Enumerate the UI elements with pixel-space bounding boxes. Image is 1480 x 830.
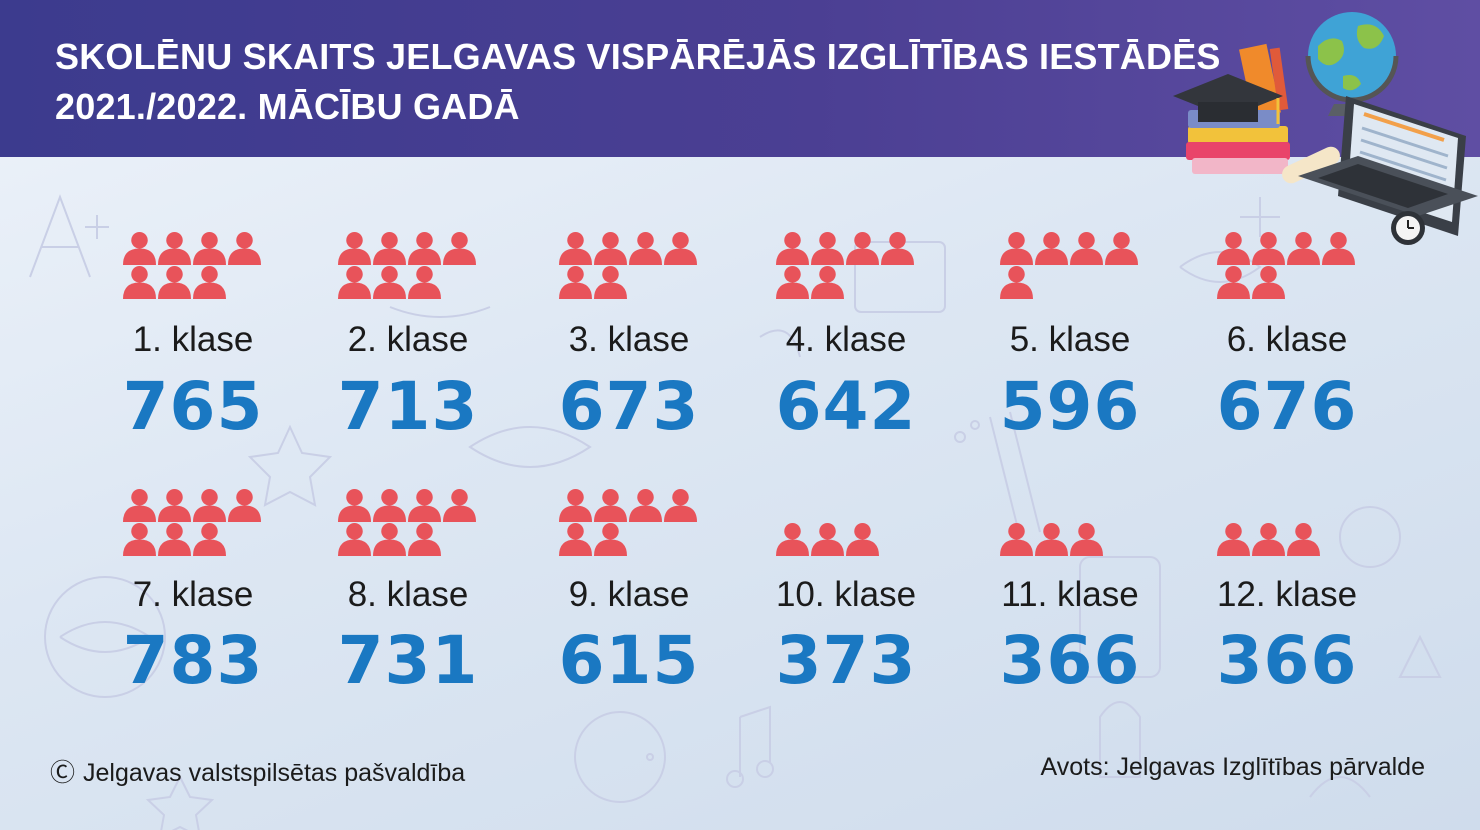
- student-count: 366: [999, 622, 1141, 699]
- grade-label: 5. klase: [1009, 320, 1131, 359]
- grade-card: 9. klase 615: [519, 487, 739, 707]
- student-count: 642: [775, 368, 917, 445]
- education-illustration-icon: [1173, 12, 1478, 245]
- copyright-text: Jelgavas valstspilsētas pašvaldība: [83, 759, 466, 787]
- people-group-icon: [338, 232, 476, 299]
- grade-card: 11. klase 366: [960, 487, 1180, 707]
- grade-label: 8. klase: [347, 575, 469, 614]
- student-count: 783: [122, 622, 264, 699]
- people-group-icon: [1000, 523, 1103, 556]
- grade-card: 7. klase 783: [83, 487, 303, 707]
- people-group-icon: [1217, 523, 1320, 556]
- grade-card: 4. klase 642: [736, 230, 956, 450]
- grade-card: 8. klase 731: [298, 487, 518, 707]
- student-count: 596: [999, 368, 1141, 445]
- grade-card: 12. klase 366: [1177, 487, 1397, 707]
- people-group-icon: [776, 523, 879, 556]
- grade-label: 12. klase: [1216, 575, 1358, 614]
- grade-label: 10. klase: [775, 575, 917, 614]
- people-group-icon: [123, 232, 261, 299]
- student-count: 366: [1216, 622, 1358, 699]
- page-title-line-2: 2021./2022. MĀCĪBU GADĀ: [55, 86, 520, 127]
- people-group-icon: [338, 489, 476, 556]
- grade-label: 7. klase: [132, 575, 254, 614]
- grade-label: 9. klase: [568, 575, 690, 614]
- copyright-icon: Ⓒ: [50, 759, 76, 787]
- grade-label: 3. klase: [568, 320, 690, 359]
- grade-card: 10. klase 373: [736, 487, 956, 707]
- copyright-note: Ⓒ Jelgavas valstspilsētas pašvaldība: [50, 753, 465, 789]
- grade-label: 11. klase: [1001, 575, 1139, 614]
- page-title-line-1: SKOLĒNU SKAITS JELGAVAS VISPĀRĒJĀS IZGLĪ…: [55, 36, 1221, 77]
- source-note: Avots: Jelgavas Izglītības pārvalde: [1040, 753, 1425, 781]
- grade-label: 2. klase: [347, 320, 469, 359]
- student-count: 713: [337, 368, 479, 445]
- grade-label: 6. klase: [1226, 320, 1348, 359]
- grade-label: 4. klase: [785, 320, 907, 359]
- grade-card: 2. klase 713: [298, 230, 518, 450]
- student-count: 765: [122, 368, 264, 445]
- student-count: 676: [1216, 368, 1358, 445]
- people-group-icon: [1000, 232, 1138, 299]
- grade-card: 3. klase 673: [519, 230, 739, 450]
- people-group-icon: [776, 232, 914, 299]
- people-group-icon: [123, 489, 261, 556]
- student-count: 615: [558, 622, 700, 699]
- student-count: 731: [337, 622, 479, 699]
- people-group-icon: [559, 232, 697, 299]
- grade-card: 1. klase 765: [83, 230, 303, 450]
- grade-card: 5. klase 596: [960, 230, 1180, 450]
- student-count: 673: [558, 368, 700, 445]
- people-group-icon: [1217, 232, 1355, 299]
- student-count: 373: [775, 622, 917, 699]
- grade-label: 1. klase: [132, 320, 254, 359]
- grade-card: 6. klase 676: [1177, 230, 1397, 450]
- people-group-icon: [559, 489, 697, 556]
